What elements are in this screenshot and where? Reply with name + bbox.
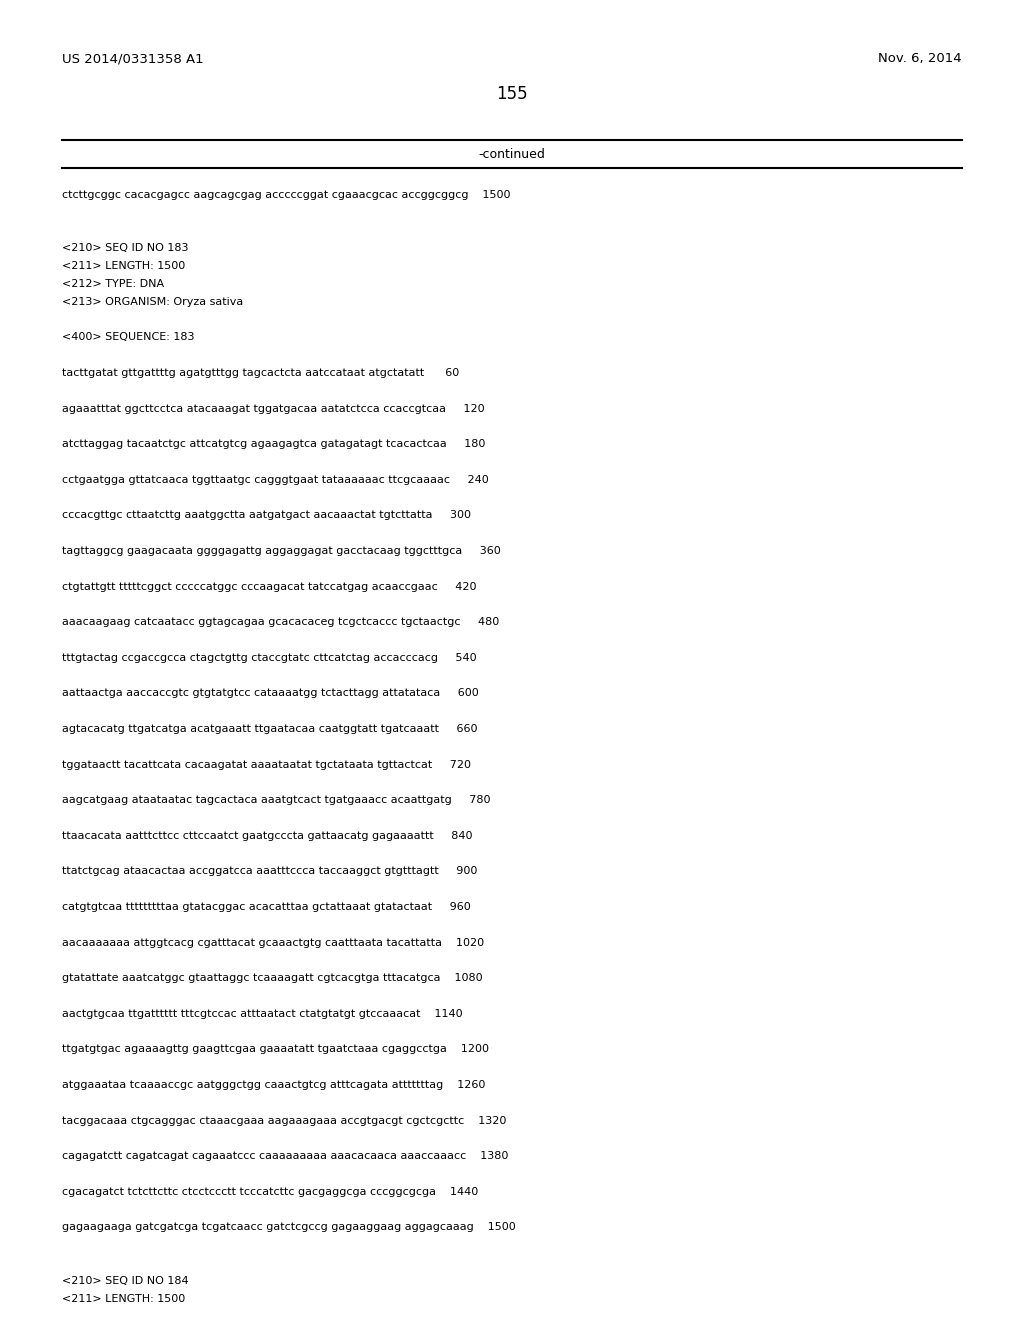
Text: tagttaggcg gaagacaata ggggagattg aggaggagat gacctacaag tggctttgca     360: tagttaggcg gaagacaata ggggagattg aggagga… [62,546,501,556]
Text: <400> SEQUENCE: 183: <400> SEQUENCE: 183 [62,333,195,342]
Text: agtacacatg ttgatcatga acatgaaatt ttgaatacaa caatggtatt tgatcaaatt     660: agtacacatg ttgatcatga acatgaaatt ttgaata… [62,723,477,734]
Text: ctcttgcggc cacacgagcc aagcagcgag acccccggat cgaaacgcac accggcggcg    1500: ctcttgcggc cacacgagcc aagcagcgag acccccg… [62,190,511,201]
Text: tggataactt tacattcata cacaagatat aaaataatat tgctataata tgttactcat     720: tggataactt tacattcata cacaagatat aaaataa… [62,759,471,770]
Text: 155: 155 [497,84,527,103]
Text: <213> ORGANISM: Oryza sativa: <213> ORGANISM: Oryza sativa [62,297,244,306]
Text: gagaagaaga gatcgatcga tcgatcaacc gatctcgccg gagaaggaag aggagcaaag    1500: gagaagaaga gatcgatcga tcgatcaacc gatctcg… [62,1222,516,1233]
Text: <211> LENGTH: 1500: <211> LENGTH: 1500 [62,261,185,271]
Text: Nov. 6, 2014: Nov. 6, 2014 [879,51,962,65]
Text: agaaatttat ggcttcctca atacaaagat tggatgacaa aatatctcca ccaccgtcaa     120: agaaatttat ggcttcctca atacaaagat tggatga… [62,404,484,413]
Text: ttaacacata aatttcttcc cttccaatct gaatgcccta gattaacatg gagaaaattt     840: ttaacacata aatttcttcc cttccaatct gaatgcc… [62,830,472,841]
Text: ttgatgtgac agaaaagttg gaagttcgaa gaaaatatt tgaatctaaa cgaggcctga    1200: ttgatgtgac agaaaagttg gaagttcgaa gaaaata… [62,1044,489,1055]
Text: tacttgatat gttgattttg agatgtttgg tagcactcta aatccataat atgctatatt      60: tacttgatat gttgattttg agatgtttgg tagcact… [62,368,459,378]
Text: aaacaagaag catcaatacc ggtagcagaa gcacacaceg tcgctcaccc tgctaactgc     480: aaacaagaag catcaatacc ggtagcagaa gcacaca… [62,618,500,627]
Text: gtatattate aaatcatggc gtaattaggc tcaaaagatt cgtcacgtga tttacatgca    1080: gtatattate aaatcatggc gtaattaggc tcaaaag… [62,973,482,983]
Text: aattaactga aaccaccgtc gtgtatgtcc cataaaatgg tctacttagg attatataca     600: aattaactga aaccaccgtc gtgtatgtcc cataaaa… [62,689,479,698]
Text: tacggacaaa ctgcagggac ctaaacgaaa aagaaagaaa accgtgacgt cgctcgcttc    1320: tacggacaaa ctgcagggac ctaaacgaaa aagaaag… [62,1115,507,1126]
Text: ctgtattgtt tttttcggct cccccatggc cccaagacat tatccatgag acaaccgaac     420: ctgtattgtt tttttcggct cccccatggc cccaaga… [62,582,476,591]
Text: cagagatctt cagatcagat cagaaatccc caaaaaaaaa aaacacaaca aaaccaaacc    1380: cagagatctt cagatcagat cagaaatccc caaaaaa… [62,1151,508,1162]
Text: US 2014/0331358 A1: US 2014/0331358 A1 [62,51,204,65]
Text: tttgtactag ccgaccgcca ctagctgttg ctaccgtatc cttcatctag accacccacg     540: tttgtactag ccgaccgcca ctagctgttg ctaccgt… [62,653,476,663]
Text: atcttaggag tacaatctgc attcatgtcg agaagagtca gatagatagt tcacactcaa     180: atcttaggag tacaatctgc attcatgtcg agaagag… [62,440,485,449]
Text: aacaaaaaaa attggtcacg cgatttacat gcaaactgtg caatttaata tacattatta    1020: aacaaaaaaa attggtcacg cgatttacat gcaaact… [62,937,484,948]
Text: cccacgttgc cttaatcttg aaatggctta aatgatgact aacaaactat tgtcttatta     300: cccacgttgc cttaatcttg aaatggctta aatgatg… [62,511,471,520]
Text: cgacagatct tctcttcttc ctcctccctt tcccatcttc gacgaggcga cccggcgcga    1440: cgacagatct tctcttcttc ctcctccctt tcccatc… [62,1187,478,1197]
Text: <212> TYPE: DNA: <212> TYPE: DNA [62,279,164,289]
Text: aactgtgcaa ttgatttttt tttcgtccac atttaatact ctatgtatgt gtccaaacat    1140: aactgtgcaa ttgatttttt tttcgtccac atttaat… [62,1008,463,1019]
Text: <210> SEQ ID NO 184: <210> SEQ ID NO 184 [62,1276,188,1286]
Text: <210> SEQ ID NO 183: <210> SEQ ID NO 183 [62,243,188,253]
Text: aagcatgaag ataataatac tagcactaca aaatgtcact tgatgaaacc acaattgatg     780: aagcatgaag ataataatac tagcactaca aaatgtc… [62,795,490,805]
Text: ttatctgcag ataacactaa accggatcca aaatttccca taccaaggct gtgtttagtt     900: ttatctgcag ataacactaa accggatcca aaatttc… [62,866,477,876]
Text: atggaaataa tcaaaaccgc aatgggctgg caaactgtcg atttcagata atttttttag    1260: atggaaataa tcaaaaccgc aatgggctgg caaactg… [62,1080,485,1090]
Text: catgtgtcaa tttttttttaa gtatacggac acacatttaa gctattaaat gtatactaat     960: catgtgtcaa tttttttttaa gtatacggac acacat… [62,902,471,912]
Text: -continued: -continued [478,148,546,161]
Text: cctgaatgga gttatcaaca tggttaatgc cagggtgaat tataaaaaac ttcgcaaaac     240: cctgaatgga gttatcaaca tggttaatgc cagggtg… [62,475,488,484]
Text: <211> LENGTH: 1500: <211> LENGTH: 1500 [62,1294,185,1304]
